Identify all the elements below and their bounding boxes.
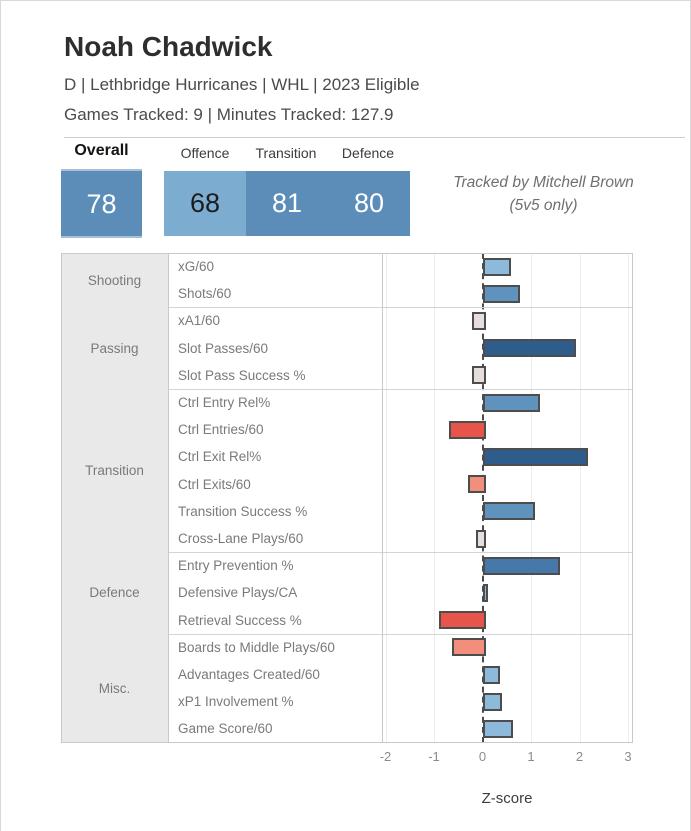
gridline: [579, 253, 581, 743]
bar-ctrl-exit-rel-[interactable]: [482, 448, 589, 466]
metric-label: xA1/60: [178, 313, 221, 329]
gridline: [531, 253, 532, 743]
subscore-strip: 68 81 80: [164, 169, 410, 238]
bar-xp1-involvement--[interactable]: [482, 692, 502, 711]
metric-label: Entry Prevention %: [178, 558, 294, 574]
gridline: [385, 253, 387, 743]
category-label: Defence: [89, 585, 140, 601]
page-title: Noah Chadwick: [64, 31, 273, 62]
defence-score-value: 80: [353, 188, 385, 218]
category-label: Transition: [85, 463, 144, 479]
gridline: [434, 253, 435, 743]
bar-panel: [382, 253, 633, 743]
credit-note: Tracked by Mitchell Brown (5v5 only): [421, 171, 666, 217]
metric-label: Shots/60: [178, 286, 232, 302]
offence-label: Offence: [180, 145, 230, 161]
bar-slot-passes-60[interactable]: [482, 339, 577, 358]
section-divider: [61, 552, 633, 554]
zero-baseline: [481, 253, 484, 743]
metric-label: Advantages Created/60: [178, 667, 320, 683]
metric-label: Game Score/60: [178, 721, 273, 737]
metric-label: Ctrl Exits/60: [178, 476, 251, 492]
section-divider: [61, 389, 633, 390]
defence-score-box[interactable]: 80: [328, 171, 410, 236]
metric-label: xG/60: [178, 259, 215, 275]
metric-label: Boards to Middle Plays/60: [178, 639, 335, 655]
bar-ctrl-entry-rel-[interactable]: [482, 393, 540, 412]
x-axis-tick: 0: [478, 749, 487, 764]
credit-line-2: (5v5 only): [509, 197, 578, 214]
bar-cross-lane-plays-60[interactable]: [475, 529, 487, 548]
bar-shots-60[interactable]: [482, 284, 521, 303]
bar-retrieval-success--[interactable]: [438, 611, 487, 630]
column-divider: [382, 253, 383, 743]
overall-label: Overall: [74, 142, 129, 159]
bar-ctrl-exits-60[interactable]: [467, 475, 487, 494]
defence-label: Defence: [341, 145, 395, 161]
column-divider: [168, 253, 169, 743]
x-axis-tick: -1: [428, 749, 440, 764]
games-tracked: Games Tracked: 9 | Minutes Tracked: 127.…: [64, 105, 394, 124]
bar-entry-prevention--[interactable]: [482, 556, 561, 575]
offence-score-box[interactable]: 68: [164, 171, 246, 236]
metric-label: xP1 Involvement %: [178, 694, 294, 710]
transition-score-value: 81: [271, 188, 303, 218]
transition-label: Transition: [255, 145, 317, 161]
overall-score-box[interactable]: 78: [61, 169, 142, 238]
category-cell-misc: Misc.: [61, 633, 168, 743]
category-cell-shooting: Shooting: [61, 253, 168, 308]
metric-label: Ctrl Entries/60: [178, 422, 264, 438]
gridline: [628, 253, 629, 743]
bar-defensive-plays-ca[interactable]: [482, 584, 488, 602]
category-label: Misc.: [98, 680, 131, 696]
metric-label: Slot Passes/60: [178, 340, 269, 356]
x-axis-tick: -2: [379, 749, 392, 764]
header-divider: [64, 137, 685, 138]
table-frame: [61, 253, 633, 743]
credit-line-1: Tracked by Mitchell Brown: [453, 174, 634, 191]
x-axis-tick: 2: [575, 749, 584, 764]
x-axis-tick: 1: [527, 749, 535, 764]
category-cell-transition: Transition: [61, 389, 168, 553]
category-cell-defence: Defence: [61, 552, 168, 634]
bar-xg-60[interactable]: [482, 257, 511, 276]
bar-slot-pass-success--[interactable]: [471, 366, 487, 385]
section-divider: [61, 633, 633, 635]
bar-advantages-created-60[interactable]: [482, 665, 501, 684]
bar-boards-to-middle-plays-60[interactable]: [451, 638, 487, 657]
category-cell-passing: Passing: [61, 307, 168, 389]
overall-score-value: 78: [86, 189, 117, 219]
offence-score-value: 68: [189, 188, 221, 218]
x-axis-tick: 3: [624, 749, 632, 764]
player-info: D | Lethbridge Hurricanes | WHL | 2023 E…: [64, 75, 420, 94]
metric-label: Slot Pass Success %: [178, 367, 306, 383]
bar-ctrl-entries-60[interactable]: [448, 420, 487, 439]
metric-label: Retrieval Success %: [178, 612, 302, 628]
section-divider: [61, 307, 633, 309]
metric-label: Cross-Lane Plays/60: [178, 531, 304, 547]
metric-label: Ctrl Exit Rel%: [178, 449, 262, 465]
metric-label: Transition Success %: [178, 503, 308, 519]
metric-label: Defensive Plays/CA: [178, 585, 298, 601]
bar-game-score-60[interactable]: [482, 720, 513, 738]
bar-transition-success--[interactable]: [482, 502, 535, 521]
transition-score-box[interactable]: 81: [246, 171, 328, 236]
x-axis-title: Z-score: [481, 790, 533, 807]
bar-xa1-60[interactable]: [471, 312, 487, 330]
metric-label: Ctrl Entry Rel%: [178, 395, 271, 411]
category-label: Passing: [90, 340, 139, 356]
category-label: Shooting: [87, 272, 142, 288]
